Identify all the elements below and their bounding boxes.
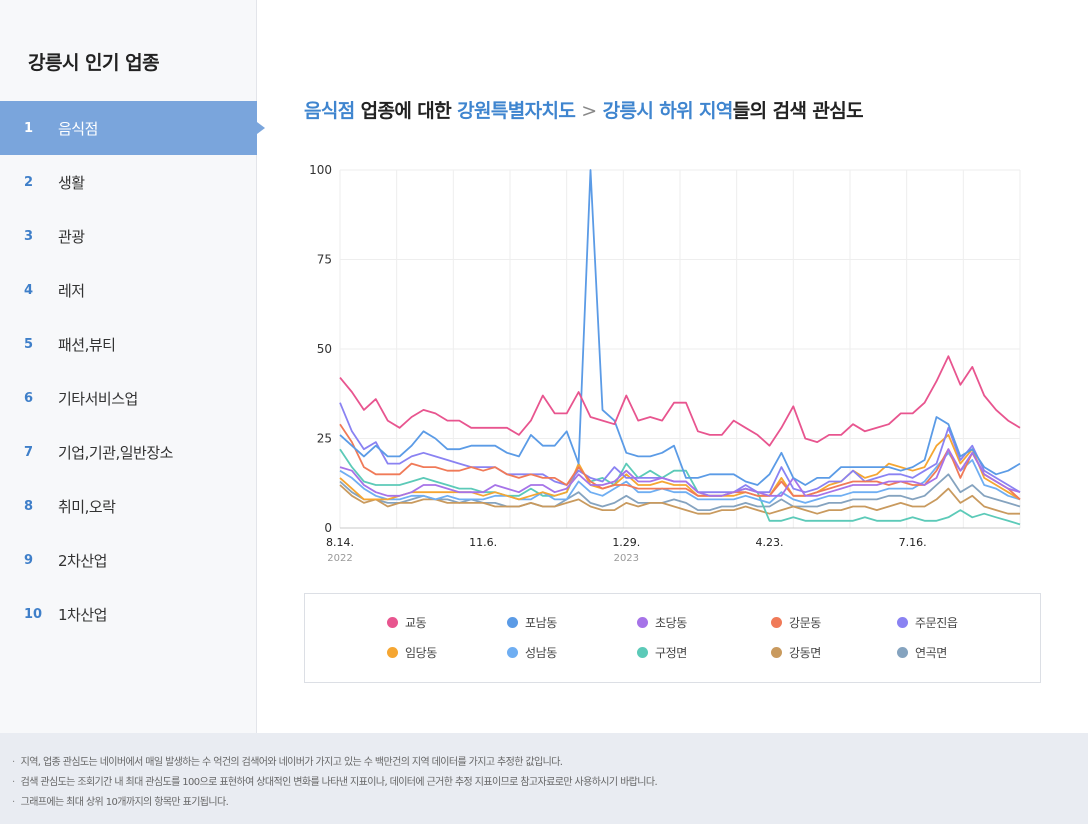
menu-item-other-services[interactable]: 6 기타서비스업 [0, 371, 257, 425]
legend-dot-icon [897, 647, 908, 658]
y-tick-label: 100 [309, 163, 332, 177]
series-line-7 [339, 451, 1021, 504]
legend-item[interactable]: 성남동 [507, 644, 557, 661]
menu-item-label: 관광 [58, 227, 85, 246]
y-tick-label: 0 [324, 521, 332, 535]
legend-item[interactable]: 구정면 [637, 644, 687, 661]
legend-item[interactable]: 포남동 [507, 614, 557, 631]
note-item: 검색 관심도는 조회기간 내 최대 관심도를 100으로 표현하여 상대적인 변… [12, 773, 1088, 793]
menu-item-primary-industry[interactable]: 10 1차산업 [0, 587, 257, 641]
y-tick-label: 25 [317, 432, 332, 446]
chart-heading: 음식점 업종에 대한 강원특별자치도 > 강릉시 하위 지역들의 검색 관심도 [304, 96, 864, 123]
legend-dot-icon [507, 617, 518, 628]
legend-item[interactable]: 강동면 [771, 644, 821, 661]
menu-item-number: 3 [24, 228, 34, 244]
legend-dot-icon [507, 647, 518, 658]
menu-item-label: 패션,뷰티 [58, 335, 116, 354]
legend-item[interactable]: 연곡면 [897, 644, 947, 661]
chevron-right-icon: > [581, 100, 597, 122]
menu-item-business-institutions[interactable]: 7 기업,기관,일반장소 [0, 425, 257, 479]
legend-label: 강동면 [789, 646, 821, 660]
legend-label: 주문진읍 [915, 616, 958, 630]
note-item: 그래프에는 최대 상위 10개까지의 항목만 표기됩니다. [12, 793, 1088, 813]
heading-subregion: 강릉시 하위 지역 [602, 100, 734, 122]
legend-label: 강문동 [789, 616, 821, 630]
menu-item-number: 4 [24, 282, 34, 298]
heading-text-2: 들의 검색 관심도 [732, 100, 864, 122]
legend-label: 구정면 [655, 646, 687, 660]
menu-item-fashion-beauty[interactable]: 5 패션,뷰티 [0, 317, 257, 371]
x-tick-label: 4.23. [755, 536, 783, 549]
sidebar: 강릉시 인기 업종 1 음식점 2 생활 3 관광 4 레저 5 패션,뷰티 6… [0, 0, 265, 733]
note-item: 지역, 업종 관심도는 네이버에서 매일 발생하는 수 억건의 검색어와 네이버… [12, 753, 1088, 773]
legend-label: 초당동 [655, 616, 687, 630]
legend-item[interactable]: 교동 [387, 614, 427, 631]
notes-panel: 지역, 업종 관심도는 네이버에서 매일 발생하는 수 억건의 검색어와 네이버… [0, 733, 1088, 824]
legend-label: 성남동 [525, 646, 557, 660]
menu-item-number: 7 [24, 444, 34, 460]
legend-item[interactable]: 임당동 [387, 644, 437, 661]
menu-item-number: 5 [24, 336, 34, 352]
menu-item-leisure[interactable]: 4 레저 [0, 263, 257, 317]
y-tick-label: 50 [317, 342, 332, 356]
menu-item-label: 2차산업 [58, 551, 107, 570]
heading-region: 강원특별자치도 [457, 100, 576, 122]
menu-item-label: 취미,오락 [58, 497, 116, 516]
menu-item-hobbies[interactable]: 8 취미,오락 [0, 479, 257, 533]
legend-item[interactable]: 강문동 [771, 614, 821, 631]
series-line-4 [339, 423, 1021, 501]
legend-dot-icon [771, 617, 782, 628]
menu-item-label: 레저 [58, 281, 85, 300]
menu-item-living[interactable]: 2 생활 [0, 155, 257, 209]
x-tick-label: 8.14. [326, 536, 354, 549]
menu-item-number: 10 [24, 606, 43, 622]
heading-text-1: 업종에 대한 [354, 100, 458, 122]
series-line-3 [339, 448, 1021, 497]
y-tick-label: 75 [317, 253, 332, 267]
legend-dot-icon [387, 617, 398, 628]
menu-item-label: 생활 [58, 173, 85, 192]
legend-item[interactable]: 주문진읍 [897, 614, 958, 631]
legend-label: 포남동 [525, 616, 557, 630]
menu-item-label: 기타서비스업 [58, 389, 138, 408]
menu-item-label: 1차산업 [58, 605, 107, 624]
menu-item-number: 8 [24, 498, 34, 514]
legend-item[interactable]: 초당동 [637, 614, 687, 631]
x-tick-label: 11.6. [469, 536, 497, 549]
legend-dot-icon [637, 647, 648, 658]
legend-dot-icon [637, 617, 648, 628]
menu-item-secondary-industry[interactable]: 9 2차산업 [0, 533, 257, 587]
legend-dot-icon [387, 647, 398, 658]
series-line-2 [339, 169, 1021, 486]
x-tick-year: 2022 [327, 553, 352, 564]
series-line-1 [339, 355, 1021, 447]
x-tick-year: 2023 [614, 553, 639, 564]
series-line-8 [339, 448, 1021, 526]
sidebar-title: 강릉시 인기 업종 [28, 52, 160, 74]
menu-item-tourism[interactable]: 3 관광 [0, 209, 257, 263]
menu-item-number: 9 [24, 552, 34, 568]
menu-item-label: 기업,기관,일반장소 [58, 443, 173, 462]
legend-dot-icon [897, 617, 908, 628]
legend-dot-icon [771, 647, 782, 658]
menu-item-number: 1 [24, 120, 34, 136]
series-line-10 [339, 473, 1021, 512]
line-chart: 0 25 50 75 100 8.14. 2022 11.6. 1.29. 2023 4.23. 7.… [309, 163, 1021, 564]
menu-item-number: 6 [24, 390, 34, 406]
category-menu: 1 음식점 2 생활 3 관광 4 레저 5 패션,뷰티 6 기타서비스업 7 … [0, 101, 265, 641]
menu-item-label: 음식점 [58, 119, 98, 138]
heading-category: 음식점 [304, 100, 355, 122]
menu-item-number: 2 [24, 174, 34, 190]
menu-item-restaurant[interactable]: 1 음식점 [0, 101, 265, 155]
x-tick-label: 1.29. [612, 536, 640, 549]
series-line-9 [339, 484, 1020, 515]
legend-label: 교동 [405, 616, 427, 630]
legend-label: 연곡면 [915, 646, 947, 660]
x-tick-label: 7.16. [899, 536, 927, 549]
legend-label: 임당동 [405, 646, 437, 660]
